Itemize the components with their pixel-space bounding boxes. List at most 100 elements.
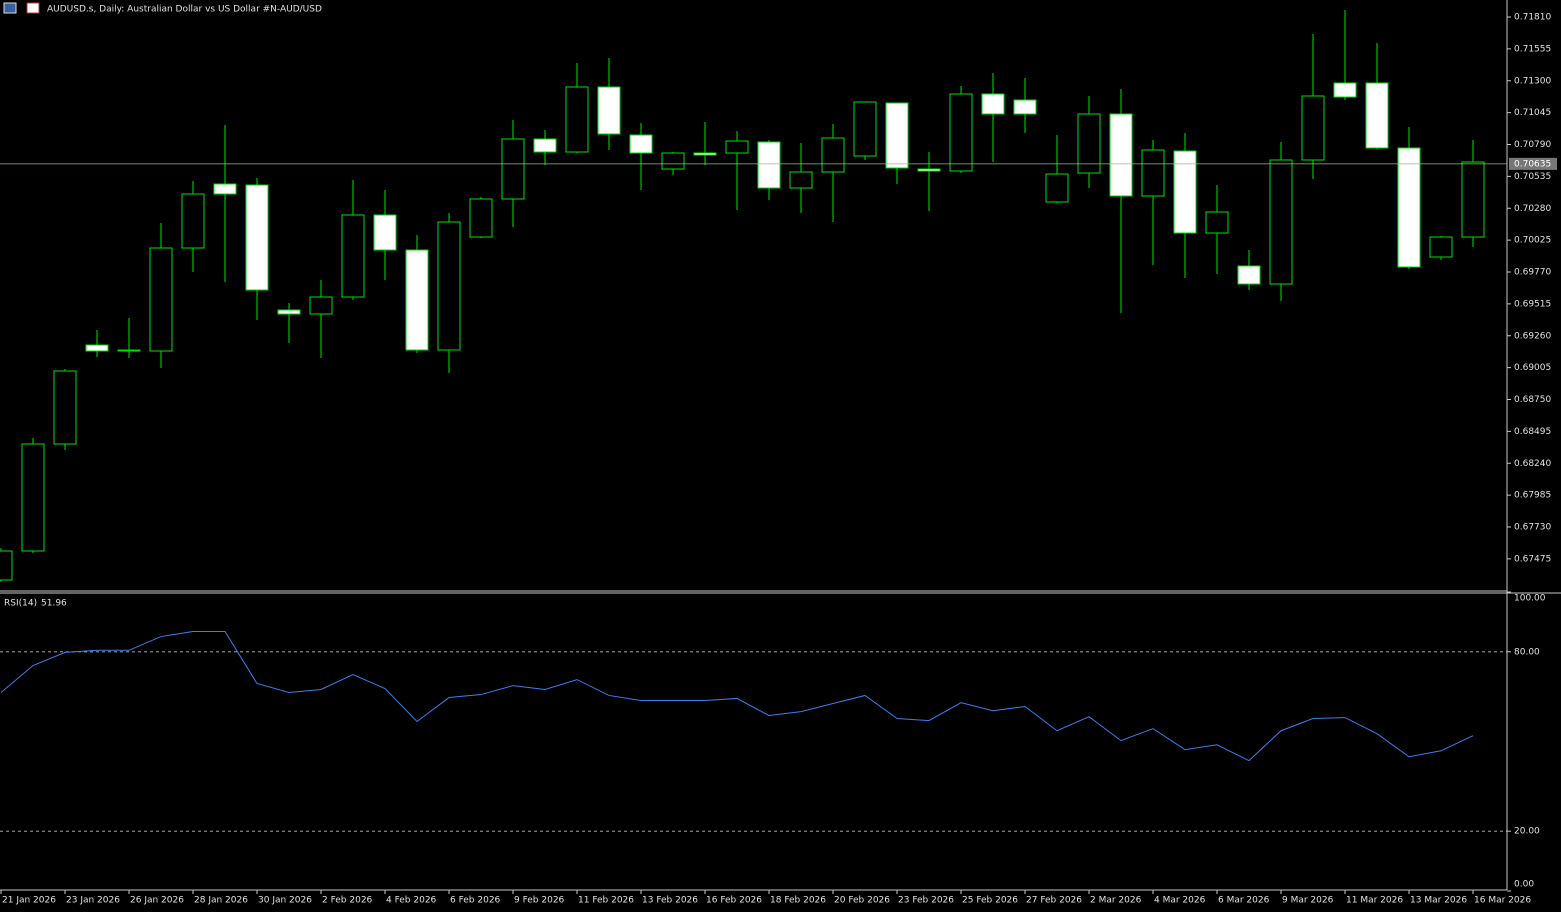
last-price-box — [1509, 157, 1557, 170]
candle-body — [1045, 173, 1069, 203]
y-tick-label: 0.70790 — [1514, 140, 1551, 150]
candle-body — [1269, 159, 1293, 285]
y-tick-label: 0.71300 — [1514, 76, 1551, 86]
candle-body — [117, 349, 141, 352]
x-tick-label: 30 Jan 2026 — [258, 896, 312, 906]
candle-body — [245, 184, 269, 291]
candle-body — [85, 344, 109, 352]
y-tick-label: 0.71555 — [1514, 44, 1551, 54]
x-tick-label: 23 Jan 2026 — [66, 896, 120, 906]
candle-body — [341, 214, 365, 298]
candle-body — [21, 443, 45, 552]
candle-body — [533, 138, 557, 153]
x-tick-label: 9 Mar 2026 — [1282, 896, 1334, 906]
candle-body — [277, 309, 301, 315]
candle-body — [821, 137, 845, 173]
candle-body — [917, 168, 941, 172]
candle-body — [1397, 147, 1421, 268]
x-tick-label: 18 Feb 2026 — [770, 896, 826, 906]
x-tick-label: 16 Mar 2026 — [1474, 896, 1531, 906]
last-price-label: 0.70635 — [1514, 159, 1551, 169]
y-tick-label: 0.67985 — [1514, 491, 1551, 501]
y-tick-label: 0.71810 — [1514, 13, 1551, 23]
candle-body — [1173, 150, 1197, 234]
y-tick-label: 0.68495 — [1514, 427, 1551, 437]
y-tick-label: 0.70025 — [1514, 236, 1551, 246]
candle-body — [469, 198, 493, 238]
candle-body — [1301, 95, 1325, 161]
candle-body — [501, 138, 525, 200]
candle-body — [53, 370, 77, 445]
x-tick-label: 13 Feb 2026 — [642, 896, 698, 906]
candle-body — [309, 296, 333, 315]
toolbar-icons — [3, 2, 40, 14]
candle-body — [1077, 113, 1101, 174]
y-tick-label: 0.70280 — [1514, 204, 1551, 214]
x-tick-label: 27 Feb 2026 — [1026, 896, 1082, 906]
candle-body — [213, 183, 237, 195]
icon — [3, 2, 17, 14]
x-tick-label: 4 Mar 2026 — [1154, 896, 1206, 906]
y-tick-label: 0.68240 — [1514, 459, 1551, 469]
x-tick-label: 16 Feb 2026 — [706, 896, 762, 906]
candle-body — [853, 101, 877, 157]
candle-body — [981, 93, 1005, 115]
x-tick-label: 25 Feb 2026 — [962, 896, 1018, 906]
candle-body — [1461, 161, 1485, 238]
candle-body — [149, 247, 173, 352]
icon — [26, 2, 40, 14]
y-tick-label: 0.67730 — [1514, 523, 1551, 533]
candle-body — [597, 86, 621, 135]
candle-body — [437, 221, 461, 351]
y-tick-label: 0.69770 — [1514, 268, 1551, 278]
candle-body — [405, 249, 429, 351]
x-tick-label: 23 Feb 2026 — [898, 896, 954, 906]
candle-body — [1333, 82, 1357, 98]
x-tick-label: 11 Mar 2026 — [1346, 896, 1403, 906]
x-tick-label: 2 Mar 2026 — [1090, 896, 1142, 906]
candle-body — [1013, 99, 1037, 115]
x-tick-label: 20 Feb 2026 — [834, 896, 890, 906]
candle-body — [629, 134, 653, 154]
candle-body — [757, 141, 781, 189]
candle-body — [0, 550, 13, 581]
rsi-y-tick-label: 80.00 — [1514, 647, 1540, 657]
x-tick-label: 26 Jan 2026 — [130, 896, 184, 906]
candle-body — [1429, 236, 1453, 258]
y-tick-label: 0.70535 — [1514, 172, 1551, 182]
x-tick-label: 13 Mar 2026 — [1410, 896, 1467, 906]
candle-body — [565, 86, 589, 153]
x-tick-label: 11 Feb 2026 — [578, 896, 634, 906]
rsi-y-tick-label: 0.00 — [1514, 880, 1534, 890]
y-tick-label: 0.71045 — [1514, 108, 1551, 118]
chart-title: AUDUSD.s, Daily: Australian Dollar vs US… — [47, 5, 322, 15]
y-tick-label: 0.69260 — [1514, 331, 1551, 341]
x-tick-label: 9 Feb 2026 — [514, 896, 565, 906]
x-tick-label: 6 Feb 2026 — [450, 896, 501, 906]
y-tick-label: 0.68750 — [1514, 395, 1551, 405]
candle-body — [1237, 265, 1261, 285]
indicator-value: 51.96 — [41, 599, 67, 609]
x-tick-label: 21 Jan 2026 — [2, 896, 56, 906]
x-tick-label: 28 Jan 2026 — [194, 896, 248, 906]
candle-body — [725, 140, 749, 154]
candle-body — [661, 152, 685, 170]
candle-body — [1141, 149, 1165, 197]
indicator-name: RSI(14) — [4, 599, 37, 609]
rsi-line — [0, 630, 1474, 762]
x-tick-label: 4 Feb 2026 — [386, 896, 437, 906]
candle-body — [1365, 82, 1389, 149]
candle-body — [1205, 211, 1229, 234]
x-tick-label: 6 Mar 2026 — [1218, 896, 1270, 906]
candle-body — [181, 193, 205, 249]
candle-body — [949, 93, 973, 172]
rsi-y-tick-label: 20.00 — [1514, 827, 1540, 837]
candle-body — [1109, 113, 1133, 197]
x-tick-label: 2 Feb 2026 — [322, 896, 373, 906]
rsi-y-tick-label: 100.00 — [1514, 594, 1546, 604]
y-tick-label: 0.67475 — [1514, 554, 1551, 564]
candle-body — [885, 102, 909, 169]
